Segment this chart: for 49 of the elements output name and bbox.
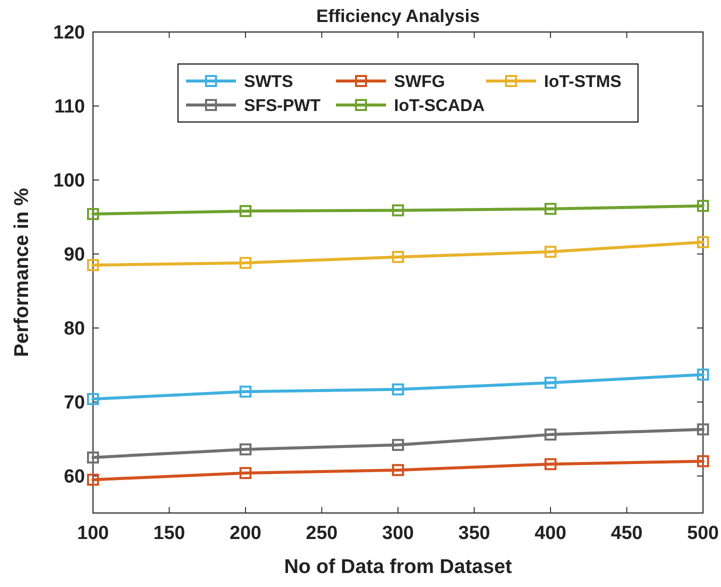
y-tick-label: 120 <box>53 22 85 44</box>
legend-label: SWFG <box>394 72 445 91</box>
point <box>87 259 99 272</box>
point <box>240 256 252 269</box>
x-axis-title: No of Data from Dataset <box>284 556 512 578</box>
x-tick-label: 300 <box>382 523 414 544</box>
point <box>87 208 99 220</box>
y-tick-label: 70 <box>64 392 85 414</box>
x-tick-label: 450 <box>610 523 643 544</box>
point <box>697 200 709 212</box>
point <box>544 246 556 258</box>
point <box>697 423 709 436</box>
x-tick-label: 400 <box>534 523 566 544</box>
y-tick-label: 80 <box>64 318 85 340</box>
point <box>544 202 556 215</box>
point <box>87 452 99 464</box>
point <box>392 250 404 263</box>
x-tick-label: 500 <box>687 523 719 544</box>
point <box>240 205 252 218</box>
point <box>697 455 709 468</box>
x-tick-label: 100 <box>77 523 109 544</box>
point <box>392 383 404 396</box>
legend-label: SWTS <box>244 72 294 91</box>
point <box>240 443 252 456</box>
legend-label: SFS-PWT <box>244 96 322 115</box>
y-tick-label: 90 <box>64 244 85 266</box>
point <box>697 236 709 248</box>
point <box>240 467 252 480</box>
y-tick-label: 100 <box>53 170 85 192</box>
point <box>87 393 99 406</box>
point <box>544 428 556 441</box>
y-axis-title: Performance in % <box>11 188 33 357</box>
point <box>392 438 404 451</box>
point <box>544 376 556 389</box>
point <box>544 458 556 470</box>
x-tick-label: 150 <box>153 523 186 544</box>
x-tick-label: 250 <box>306 523 338 544</box>
point <box>87 474 99 486</box>
point <box>697 368 709 381</box>
y-tick-label: 60 <box>64 466 85 488</box>
point <box>392 204 404 216</box>
x-tick-label: 200 <box>230 523 262 544</box>
x-tick-label: 350 <box>458 523 490 544</box>
point <box>392 464 404 476</box>
chart-title: Efficiency Analysis <box>316 6 480 26</box>
legend-label: IoT-SCADA <box>394 96 485 115</box>
y-tick-label: 110 <box>54 96 85 118</box>
point <box>240 386 252 398</box>
legend-label: IoT-STMS <box>544 72 622 91</box>
